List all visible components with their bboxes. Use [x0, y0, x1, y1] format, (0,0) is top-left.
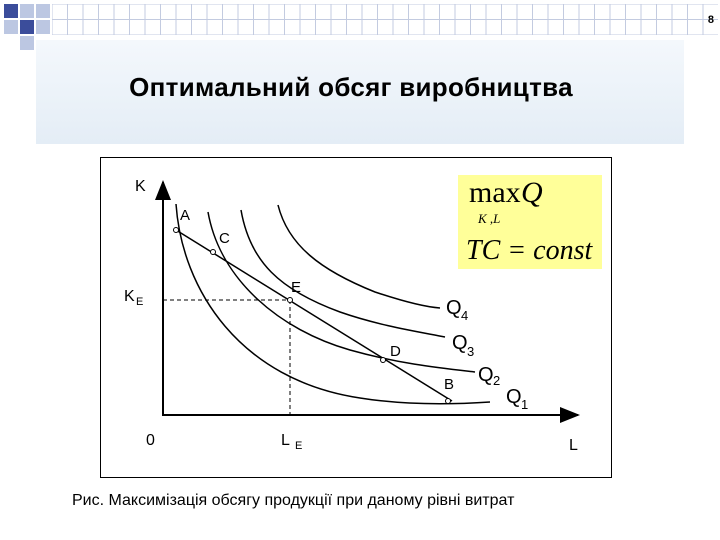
- decor-square-5: [20, 20, 34, 34]
- curve-q4-sub: 4: [461, 308, 468, 323]
- point-b-marker: [445, 398, 451, 404]
- y-axis-label: K: [135, 178, 146, 195]
- point-a-label: A: [180, 207, 190, 224]
- decor-square-6: [20, 36, 34, 50]
- decor-square-2: [20, 4, 34, 18]
- point-e-label: E: [291, 279, 301, 296]
- formula-constraint: TC = const: [466, 235, 593, 266]
- isoquant-q2: [207, 211, 476, 373]
- figure-caption: Рис. Максимізація обсягу продукції при д…: [72, 492, 515, 509]
- point-b-label: B: [444, 376, 454, 393]
- isoquant-q4: [277, 204, 441, 309]
- decor-square-1: [4, 4, 18, 18]
- origin-label: 0: [146, 432, 155, 449]
- point-a-marker: [173, 227, 179, 233]
- point-d-label: D: [390, 343, 401, 360]
- point-d-marker: [380, 357, 386, 363]
- curve-q1-label: Q: [506, 386, 522, 408]
- decor-square-7: [36, 20, 50, 34]
- le-label: L: [281, 432, 290, 449]
- decor-grid-strip: [52, 4, 718, 35]
- slide-title: Оптимальний обсяг виробництва: [129, 72, 573, 102]
- slide-number: 8: [707, 14, 714, 26]
- curve-q2-sub: 2: [493, 373, 500, 388]
- curve-q4-label: Q: [446, 297, 462, 319]
- ke-label: K: [124, 288, 135, 305]
- point-c-label: C: [219, 230, 230, 247]
- decor-square-4: [4, 20, 18, 34]
- formula-subscript: K ,L: [478, 211, 501, 226]
- isoquant-q3: [240, 209, 446, 338]
- ke-label-sub: E: [136, 296, 143, 308]
- x-axis-label: L: [569, 437, 578, 454]
- point-e-marker: [287, 297, 293, 303]
- point-c-marker: [210, 249, 216, 255]
- isocost-line: [175, 229, 453, 402]
- le-label-sub: E: [295, 440, 302, 452]
- formula-box: [458, 175, 602, 269]
- formula-objective: Q: [521, 176, 543, 209]
- curve-q3-label: Q: [452, 332, 468, 354]
- formula-max: max: [469, 176, 521, 209]
- curve-q3-sub: 3: [467, 344, 474, 359]
- curve-q2-label: Q: [478, 364, 494, 386]
- curve-q1-sub: 1: [521, 397, 528, 412]
- title-band: [36, 40, 684, 144]
- decor-square-3: [36, 4, 50, 18]
